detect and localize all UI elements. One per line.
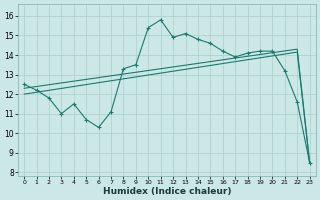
X-axis label: Humidex (Indice chaleur): Humidex (Indice chaleur) [103, 187, 231, 196]
